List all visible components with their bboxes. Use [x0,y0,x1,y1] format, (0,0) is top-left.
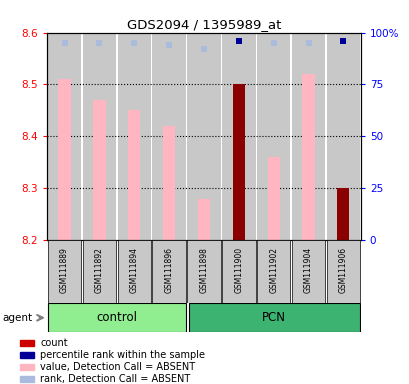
Bar [198,199,209,240]
Bar [256,240,290,303]
Text: GSM111902: GSM111902 [269,247,277,293]
Text: agent: agent [2,313,32,323]
Bar [291,33,324,240]
Text: GSM111894: GSM111894 [130,247,138,293]
Bar [187,33,220,240]
Bar [83,240,116,303]
Bar [302,74,314,240]
Text: GSM111906: GSM111906 [338,247,347,293]
Bar [117,240,151,303]
Bar [117,33,151,240]
Bar [267,157,279,240]
Bar [48,33,81,240]
Text: rank, Detection Call = ABSENT: rank, Detection Call = ABSENT [40,374,190,384]
Bar [291,240,324,303]
Text: GSM111904: GSM111904 [303,247,312,293]
Bar [188,303,359,332]
Text: value, Detection Call = ABSENT: value, Detection Call = ABSENT [40,362,195,372]
Bar [152,33,185,240]
Bar [187,240,220,303]
Bar [48,240,81,303]
Text: GSM111898: GSM111898 [199,247,208,293]
Title: GDS2094 / 1395989_at: GDS2094 / 1395989_at [126,18,281,31]
Bar [337,188,348,240]
Bar [58,79,70,240]
Text: GSM111896: GSM111896 [164,247,173,293]
Bar [20,376,34,382]
Bar [83,33,116,240]
Text: PCN: PCN [261,311,285,324]
Bar [20,352,34,358]
Bar [326,240,359,303]
Text: GSM111889: GSM111889 [60,247,69,293]
Bar [20,340,34,346]
Bar [222,240,255,303]
Bar [93,100,105,240]
Bar [163,126,175,240]
Bar [222,33,255,240]
Text: GSM111892: GSM111892 [95,247,103,293]
Text: control: control [96,311,137,324]
Text: percentile rank within the sample: percentile rank within the sample [40,350,204,360]
Bar [232,84,244,240]
Bar [48,303,185,332]
Bar [152,240,185,303]
Text: count: count [40,338,67,348]
Bar [326,33,359,240]
Bar [256,33,290,240]
Text: GSM111900: GSM111900 [234,247,243,293]
Bar [20,364,34,370]
Bar [128,111,140,240]
